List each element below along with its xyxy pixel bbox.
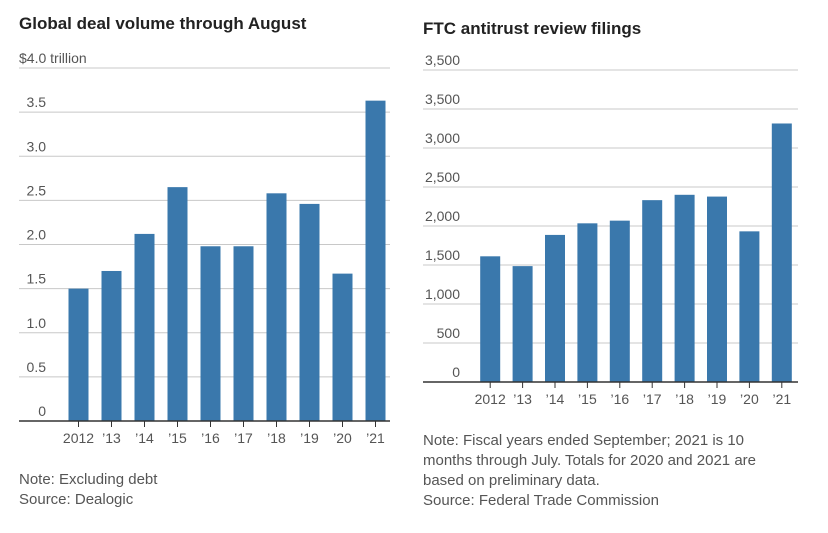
footer-source-left: Source: Dealogic [19, 491, 134, 508]
right-bar [545, 234, 565, 382]
right-bar [739, 231, 760, 382]
right-bar [577, 223, 598, 382]
right-y-tick-label: 1,000 [425, 286, 460, 302]
right-bar [674, 194, 695, 382]
left-x-tick-label: ’19 [300, 430, 319, 446]
left-x-tick-label: ’20 [333, 430, 352, 446]
right-x-tick-label: 2012 [475, 391, 506, 407]
right-bar [480, 256, 501, 382]
right-x-tick-label: ’20 [740, 391, 759, 407]
right-x-tick-label: ’19 [708, 391, 727, 407]
chart-title-left: Global deal volume through August [19, 14, 307, 33]
left-bar [332, 273, 353, 421]
left-y-tick-label: 3.0 [27, 138, 47, 154]
right-y-tick-label: 2,500 [425, 169, 460, 185]
left-bar [365, 100, 386, 421]
left-bar [134, 233, 155, 421]
left-x-tick-label: ’18 [267, 430, 286, 446]
bar-chart-right: 0 500 1,000 1,500 2,000 2,500 3,000 3,500 3,500 2… [423, 52, 798, 407]
left-y-tick-label: 2.0 [27, 227, 47, 243]
footer-left: Note: Excluding debt Source: Dealogic [19, 470, 399, 510]
left-bar [299, 203, 320, 421]
left-x-tick-label: ’16 [201, 430, 220, 446]
right-x-tick-label: ’18 [675, 391, 694, 407]
footer-note-right: Note: Fiscal years ended September; 2021… [423, 432, 756, 489]
right-bar [512, 266, 533, 382]
left-x-tick-label: 2012 [63, 430, 94, 446]
right-x-tick-label: ’21 [772, 391, 791, 407]
left-bar [233, 246, 254, 421]
left-y-tick-label: 1.0 [27, 315, 47, 331]
left-unit-label: $4.0 trillion [19, 50, 87, 66]
left-y-tick-label: 3.5 [27, 94, 47, 110]
right-bar [771, 123, 792, 382]
footer-right: Note: Fiscal years ended September; 2021… [423, 431, 795, 511]
footer-source-right: Source: Federal Trade Commission [423, 492, 659, 509]
right-x-tick-label: ’15 [578, 391, 597, 407]
footer-note-left: Note: Excluding debt [19, 471, 158, 488]
right-x-tick-label: ’16 [610, 391, 629, 407]
right-y-tick-label: 3,000 [425, 130, 460, 146]
right-x-tick-label: ’14 [546, 391, 565, 407]
left-bar [68, 288, 89, 421]
left-x-tick-label: ’17 [234, 430, 253, 446]
left-y-tick-label: 0.5 [27, 359, 47, 375]
chart-panel-right: FTC antitrust review filings 0 500 1,000 1,… [414, 0, 828, 533]
left-x-tick-label: ’15 [168, 430, 187, 446]
left-bar [101, 270, 122, 421]
right-y-tick-label: 1,500 [425, 247, 460, 263]
right-y-tick-label: 500 [437, 325, 461, 341]
left-y-tick-label: 0 [38, 403, 46, 419]
left-x-tick-label: ’21 [366, 430, 385, 446]
right-bar [707, 196, 727, 382]
left-x-tick-label: ’14 [135, 430, 154, 446]
right-bar [642, 200, 663, 382]
chart-title-right: FTC antitrust review filings [423, 19, 642, 38]
right-bar [609, 220, 630, 382]
right-y-tick-label: 3,500 [425, 91, 460, 107]
left-y-tick-label: 1.5 [27, 271, 47, 287]
left-x-tick-label: ’13 [102, 430, 121, 446]
left-bar [167, 187, 188, 421]
right-y-tick-label: 2,000 [425, 208, 460, 224]
left-y-tick-label: 2.5 [27, 182, 47, 198]
right-y-tick-label: 0 [452, 364, 460, 380]
bar-chart-left: 0 0.5 1.0 1.5 2.0 2.5 3.0 3.5 $4.0 trillion 2012 ’… [19, 50, 390, 446]
chart-panel-left: Global deal volume through August 0 0.5 1.… [19, 14, 399, 510]
right-x-tick-label: ’13 [513, 391, 532, 407]
right-x-tick-label: ’17 [643, 391, 662, 407]
left-bar [266, 193, 287, 421]
right-y-tick-label: 3,500 [425, 52, 460, 68]
left-bar [200, 246, 221, 421]
